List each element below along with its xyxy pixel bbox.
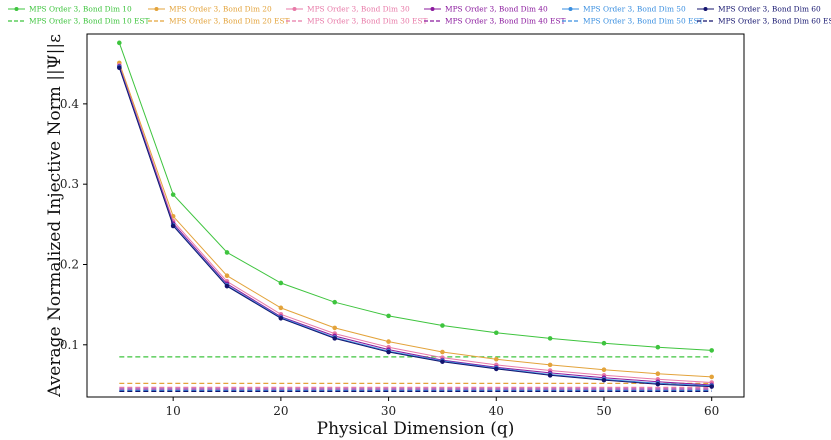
x-tick-label: 60 [704, 404, 719, 418]
x-tick-label: 50 [596, 404, 611, 418]
series-line [118, 67, 712, 388]
legend-label: MPS Order 3, Bond Dim 60 EST [718, 17, 831, 26]
legend-marker [154, 7, 159, 11]
legend-label: MPS Order 3, Bond Dim 30 EST [307, 17, 428, 26]
data-point [386, 349, 391, 355]
data-point [117, 40, 122, 46]
series-lines [117, 40, 714, 389]
legend-label: MPS Order 3, Bond Dim 60 [718, 5, 821, 14]
x-axis-label: Physical Dimension (q) [317, 419, 515, 439]
data-point [332, 299, 338, 305]
y-tick-label: 0.2 [60, 257, 79, 271]
legend-label: MPS Order 3, Bond Dim 40 EST [445, 17, 566, 26]
x-tick-label: 20 [273, 404, 288, 418]
x-tick-label: 10 [166, 404, 181, 418]
data-point [170, 223, 176, 229]
data-point [224, 283, 230, 289]
series-line [118, 65, 712, 383]
data-point [440, 323, 445, 328]
legend-label: MPS Order 3, Bond Dim 20 EST [169, 17, 290, 26]
x-tick-label: 30 [381, 404, 396, 418]
data-point [493, 356, 499, 362]
data-point [278, 315, 284, 321]
data-point [386, 313, 391, 319]
y-tick-label: 0.1 [60, 338, 79, 352]
data-point [440, 349, 445, 355]
data-point [709, 384, 714, 389]
data-point [386, 339, 391, 344]
data-point [601, 367, 607, 372]
data-point [117, 65, 122, 71]
data-point [440, 359, 445, 364]
legend-label: MPS Order 3, Bond Dim 50 [583, 5, 686, 14]
series-line [118, 42, 712, 351]
legend-label: MPS Order 3, Bond Dim 30 [307, 5, 410, 14]
data-point [332, 325, 338, 331]
legend-marker [568, 7, 573, 11]
data-point [547, 362, 553, 368]
data-point [547, 373, 553, 378]
legend-label: MPS Order 3, Bond Dim 20 [169, 5, 272, 14]
legend-marker [430, 7, 435, 11]
legend-marker [292, 7, 297, 11]
series-line [118, 65, 712, 386]
x-axis: 10 20 30 40 50 60 [166, 397, 719, 418]
data-point [655, 344, 661, 350]
data-point [601, 340, 607, 346]
series-line [118, 62, 712, 378]
y-tick-label: 0.4 [60, 97, 79, 111]
data-point [278, 280, 284, 286]
series-line [118, 66, 712, 387]
data-point [709, 348, 714, 353]
legend-label: MPS Order 3, Bond Dim 50 EST [583, 17, 704, 26]
y-tick-label: 0.3 [60, 177, 79, 191]
data-point [224, 273, 230, 279]
data-point [224, 250, 230, 255]
est-lines [119, 356, 712, 393]
data-point [493, 330, 499, 336]
data-point [601, 377, 607, 383]
data-point [332, 336, 338, 341]
legend-label: MPS Order 3, Bond Dim 40 [445, 5, 548, 14]
legend-label: MPS Order 3, Bond Dim 10 [29, 5, 132, 14]
data-point [547, 336, 553, 341]
legend-marker [703, 7, 708, 11]
data-point [278, 305, 284, 311]
data-point [709, 374, 714, 380]
y-axis: 0.1 0.2 0.3 0.4 [60, 97, 87, 352]
data-point [493, 366, 499, 372]
data-point [170, 192, 176, 197]
legend: MPS Order 3, Bond Dim 10 MPS Order 3, Bon… [8, 5, 831, 26]
x-tick-label: 40 [489, 404, 504, 418]
data-point [655, 371, 661, 377]
data-point [655, 381, 661, 387]
plot-frame [86, 33, 745, 398]
legend-label: MPS Order 3, Bond Dim 10 EST [29, 17, 150, 26]
legend-marker [14, 7, 19, 11]
y-axis-label: Average Normalized Injective Norm ||Ψ||ε [45, 34, 65, 398]
